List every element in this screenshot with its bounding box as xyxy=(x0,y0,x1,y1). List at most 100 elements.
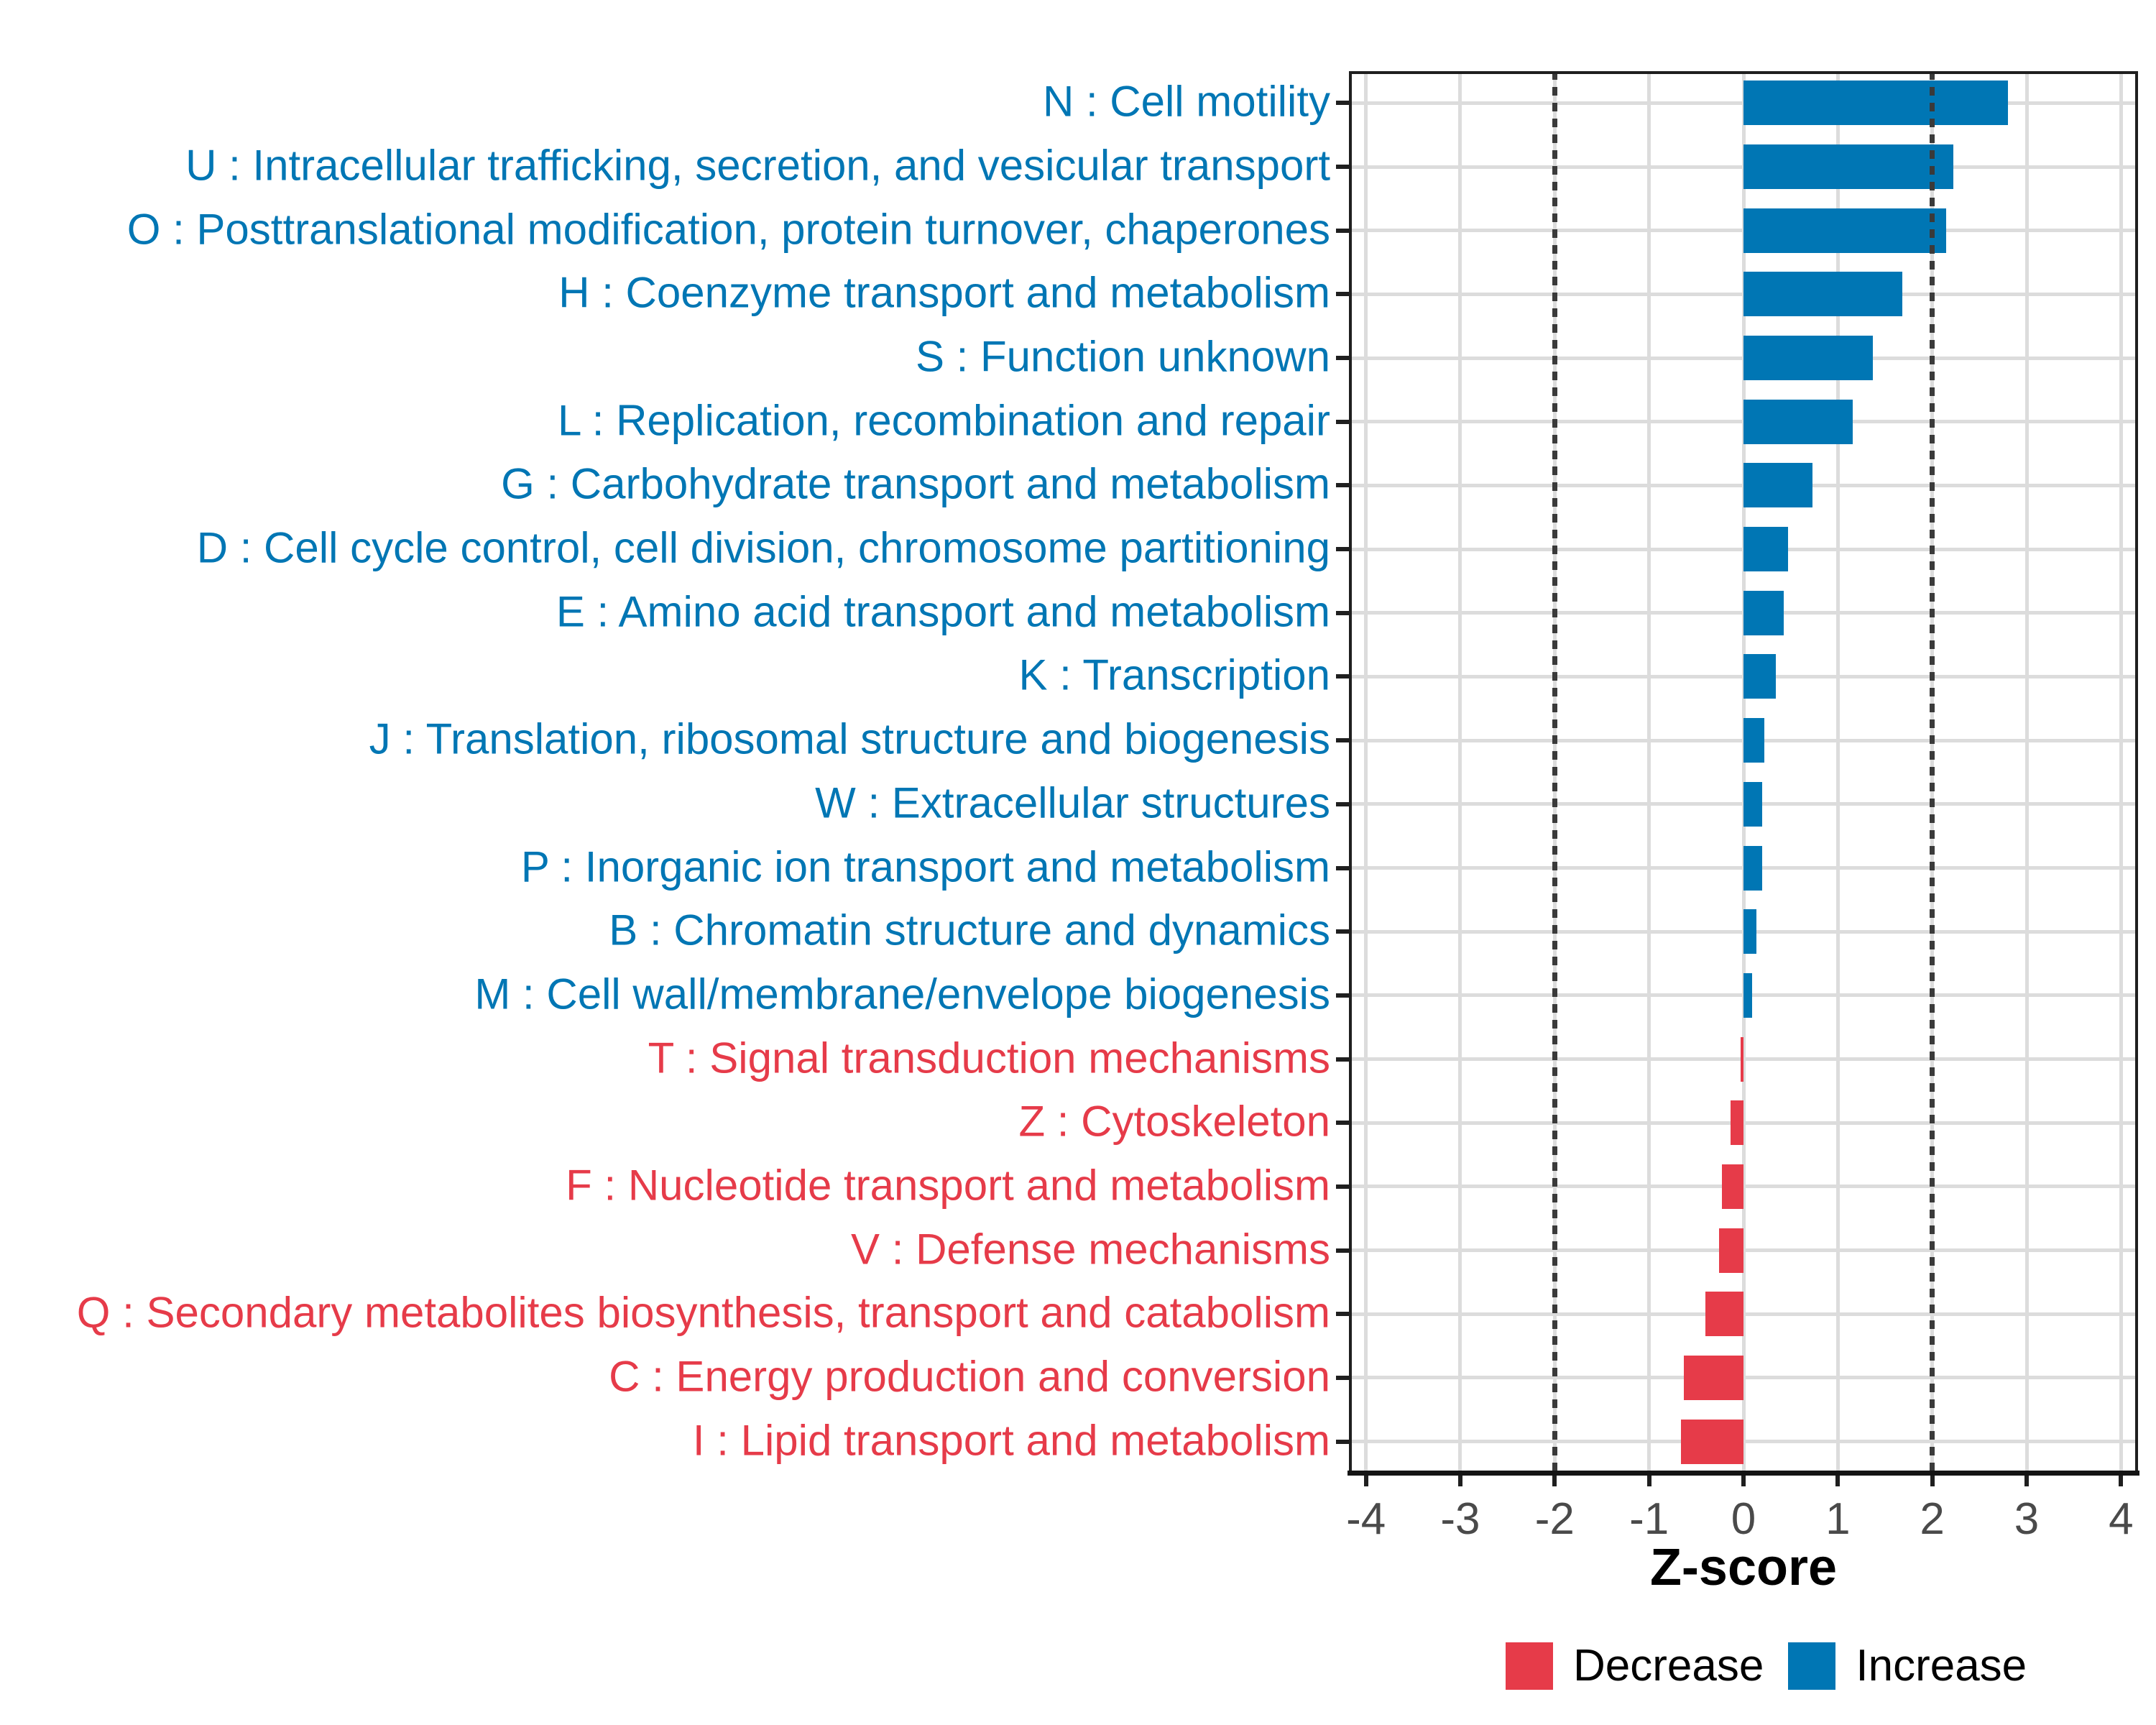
x-tick-3 xyxy=(2024,1473,2030,1486)
x-tick-label-4: 4 xyxy=(2109,1494,2134,1544)
y-tick-K xyxy=(1336,674,1349,679)
bar-H xyxy=(1743,272,1902,317)
category-label-P: P : Inorganic ion transport and metaboli… xyxy=(520,842,1330,891)
y-tick-D xyxy=(1336,547,1349,552)
x-tick--1 xyxy=(1646,1473,1651,1486)
y-tick-T xyxy=(1336,1057,1349,1062)
gridline-row-Z xyxy=(1349,1121,2138,1125)
bar-E xyxy=(1743,590,1784,635)
bar-K xyxy=(1743,654,1776,699)
x-tick-2 xyxy=(1930,1473,1935,1486)
x-tick-label-0: 0 xyxy=(1731,1494,1756,1544)
category-label-C: C : Energy production and conversion xyxy=(609,1352,1330,1401)
x-tick-1 xyxy=(1835,1473,1841,1486)
y-tick-F xyxy=(1336,1184,1349,1189)
category-label-D: D : Cell cycle control, cell division, c… xyxy=(196,523,1330,572)
gridline-row-C xyxy=(1349,1376,2138,1380)
gridline-row-Q xyxy=(1349,1312,2138,1316)
category-label-F: F : Nucleotide transport and metabolism xyxy=(566,1161,1330,1210)
x-tick-label-2: 2 xyxy=(1920,1494,1945,1544)
gridline-x-0 xyxy=(1741,71,1746,1473)
gridline-row-I xyxy=(1349,1440,2138,1444)
x-tick-label--2: -2 xyxy=(1534,1494,1575,1544)
category-label-G: G : Carbohydrate transport and metabolis… xyxy=(501,460,1330,509)
category-label-Q: Q : Secondary metabolites biosynthesis, … xyxy=(76,1288,1330,1337)
category-label-N: N : Cell motility xyxy=(1042,78,1330,126)
x-tick-label--4: -4 xyxy=(1346,1494,1386,1544)
y-tick-V xyxy=(1336,1248,1349,1253)
gridline-row-F xyxy=(1349,1184,2138,1189)
bar-B xyxy=(1743,909,1757,954)
y-tick-J xyxy=(1336,738,1349,743)
bar-W xyxy=(1743,781,1763,827)
y-tick-W xyxy=(1336,801,1349,806)
x-tick--2 xyxy=(1552,1473,1557,1486)
y-tick-B xyxy=(1336,929,1349,934)
gridline-x--3 xyxy=(1458,71,1462,1473)
gridline-x-3 xyxy=(2024,71,2029,1473)
x-tick-label--1: -1 xyxy=(1629,1494,1669,1544)
legend: Decrease Increase xyxy=(1506,1640,2027,1691)
legend-item-increase: Increase xyxy=(1788,1640,2027,1691)
bar-C xyxy=(1684,1355,1743,1400)
bar-T xyxy=(1741,1036,1744,1082)
y-tick-S xyxy=(1336,356,1349,361)
y-tick-G xyxy=(1336,483,1349,488)
bar-J xyxy=(1743,718,1764,763)
bar-F xyxy=(1721,1164,1743,1209)
bar-M xyxy=(1743,972,1752,1018)
plot-panel xyxy=(1349,71,2138,1473)
y-tick-N xyxy=(1336,101,1349,106)
bar-I xyxy=(1681,1419,1743,1464)
category-label-O: O : Posttranslational modification, prot… xyxy=(126,205,1330,254)
x-tick-4 xyxy=(2119,1473,2124,1486)
category-label-E: E : Amino acid transport and metabolism xyxy=(556,587,1330,636)
bar-P xyxy=(1743,845,1763,891)
bar-N xyxy=(1743,80,2008,126)
y-tick-L xyxy=(1336,419,1349,424)
category-label-H: H : Coenzyme transport and metabolism xyxy=(558,269,1330,318)
x-tick-label--3: -3 xyxy=(1440,1494,1480,1544)
category-label-W: W : Extracellular structures xyxy=(815,778,1330,827)
category-axis-labels: N : Cell motility U : Intracellular traff… xyxy=(76,78,1330,1465)
decrease-color-swatch xyxy=(1506,1642,1553,1690)
category-label-J: J : Translation, ribosomal structure and… xyxy=(369,714,1330,763)
y-tick-U xyxy=(1336,165,1349,170)
bar-Z xyxy=(1730,1100,1743,1146)
y-tick-E xyxy=(1336,610,1349,615)
category-label-T: T : Signal transduction mechanisms xyxy=(648,1034,1330,1082)
reference-line-2 xyxy=(1930,71,1935,1473)
x-axis-title: Z-score xyxy=(1649,1539,1838,1596)
y-tick-Q xyxy=(1336,1312,1349,1317)
y-tick-O xyxy=(1336,228,1349,233)
y-tick-I xyxy=(1336,1439,1349,1444)
x-tick--4 xyxy=(1363,1473,1368,1486)
increase-color-swatch xyxy=(1788,1642,1836,1690)
legend-label-decrease: Decrease xyxy=(1573,1641,1764,1690)
gridline-x--4 xyxy=(1364,71,1368,1473)
legend-label-increase: Increase xyxy=(1856,1641,2027,1690)
bar-G xyxy=(1743,463,1812,508)
legend-item-decrease: Decrease xyxy=(1506,1640,1764,1691)
y-tick-H xyxy=(1336,292,1349,297)
category-label-M: M : Cell wall/membrane/envelope biogenes… xyxy=(474,970,1330,1018)
y-tick-C xyxy=(1336,1375,1349,1380)
category-label-U: U : Intracellular trafficking, secretion… xyxy=(185,141,1330,190)
category-label-Z: Z : Cytoskeleton xyxy=(1018,1097,1330,1146)
category-label-K: K : Transcription xyxy=(1018,651,1330,700)
gridline-x-4 xyxy=(2119,71,2123,1473)
bar-S xyxy=(1743,336,1873,381)
gridline-x-1 xyxy=(1835,71,1840,1473)
x-tick-0 xyxy=(1741,1473,1746,1486)
x-tick-label-1: 1 xyxy=(1825,1494,1851,1544)
x-tick-label-3: 3 xyxy=(2014,1494,2040,1544)
category-label-V: V : Defense mechanisms xyxy=(851,1225,1330,1274)
y-tick-M xyxy=(1336,993,1349,998)
bar-Q xyxy=(1705,1292,1743,1337)
x-tick--3 xyxy=(1457,1473,1462,1486)
category-label-L: L : Replication, recombination and repai… xyxy=(557,396,1330,445)
category-label-S: S : Function unknown xyxy=(915,332,1330,381)
x-axis-line xyxy=(1348,1471,2139,1476)
category-label-I: I : Lipid transport and metabolism xyxy=(692,1416,1330,1465)
